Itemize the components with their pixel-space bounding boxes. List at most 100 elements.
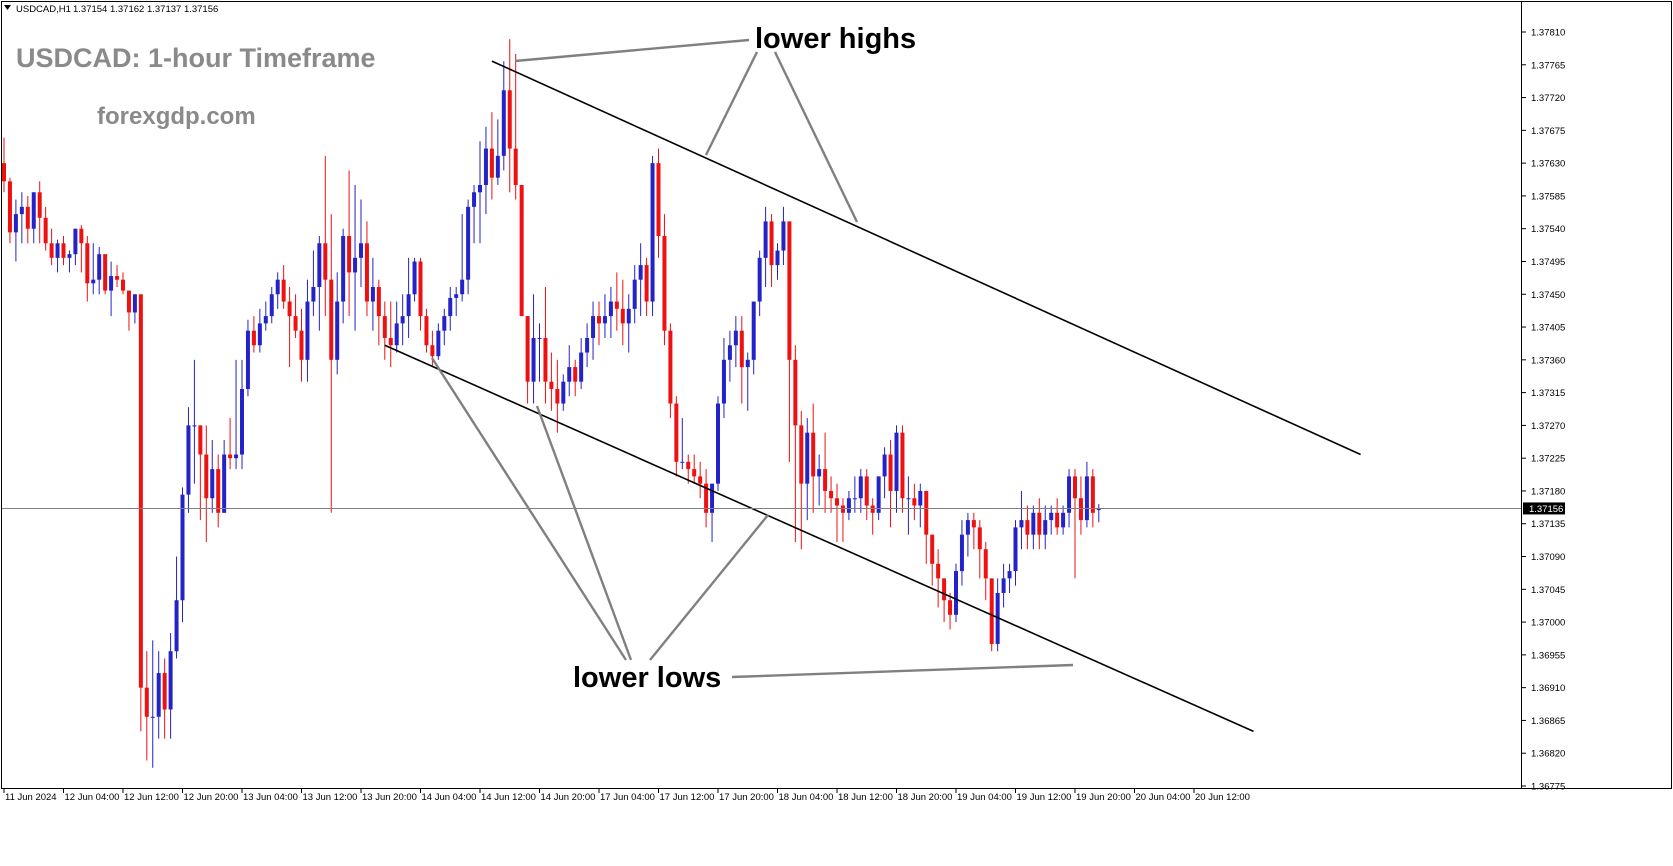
candle-body: [418, 261, 423, 317]
time-tick-label: 17 Jun 12:00: [660, 792, 715, 803]
candle-body: [1061, 512, 1066, 528]
candle-body: [192, 425, 197, 427]
candle-body: [733, 330, 738, 346]
price-tick-label: 1.37765: [1531, 60, 1565, 71]
candle-body: [85, 243, 90, 284]
candle-body: [168, 651, 173, 710]
time-tick-label: 14 Jun 12:00: [481, 792, 536, 803]
candle-body: [823, 469, 828, 491]
candle-body: [7, 181, 12, 233]
candle-body: [216, 469, 221, 513]
candle-body: [1049, 512, 1054, 521]
time-tick-label: 19 Jun 20:00: [1076, 792, 1131, 803]
price-tick-label: 1.36775: [1531, 782, 1565, 793]
candle-body: [989, 578, 994, 644]
lower-lows-label: lower lows: [573, 662, 721, 694]
time-tick-label: 14 Jun 04:00: [422, 792, 477, 803]
price-tick-label: 1.37585: [1531, 191, 1565, 202]
lower-channel-line: [384, 344, 1254, 733]
candle-body: [983, 549, 988, 579]
time-tick-label: 18 Jun 12:00: [838, 792, 893, 803]
candle-body: [335, 301, 340, 360]
candle-body: [448, 297, 453, 317]
price-tick-label: 1.37135: [1531, 519, 1565, 530]
candle-body: [126, 290, 131, 313]
time-tick-label: 19 Jun 12:00: [1017, 792, 1072, 803]
candle-body: [43, 217, 48, 244]
current-price-tag: [1523, 502, 1565, 515]
price-tick-label: 1.37315: [1531, 388, 1565, 399]
time-tick-label: 19 Jun 04:00: [957, 792, 1012, 803]
candles: [2, 39, 1101, 768]
candle-body: [472, 192, 477, 207]
candle-body: [394, 323, 399, 346]
candle-body: [489, 148, 494, 178]
candle-body: [1073, 476, 1077, 499]
candle-body: [1001, 578, 1006, 593]
candle-body: [531, 337, 536, 382]
candle-body: [591, 316, 596, 338]
candle-body: [769, 221, 774, 266]
candle-body: [299, 330, 304, 360]
time-tick-label: 12 Jun 20:00: [184, 792, 239, 803]
candle-body: [1019, 520, 1024, 528]
candle-body: [317, 243, 322, 287]
candle-body: [388, 337, 393, 346]
candle-body: [912, 498, 917, 506]
time-tick-label: 13 Jun 20:00: [362, 792, 417, 803]
price-tick-label: 1.36820: [1531, 749, 1565, 760]
candle-body: [852, 498, 857, 500]
candle-body: [900, 432, 905, 499]
price-tick-label: 1.37045: [1531, 585, 1565, 596]
lower-highs-label: lower highs: [755, 23, 916, 55]
candle-body: [1055, 512, 1060, 528]
candle-body: [698, 476, 703, 484]
candle-body: [870, 505, 875, 513]
candle-body: [251, 330, 256, 346]
candle-body: [156, 673, 161, 717]
current-price-label: 1.37156: [1529, 504, 1563, 515]
candle-body: [650, 163, 655, 302]
candle-body: [959, 534, 964, 572]
time-tick-label: 13 Jun 04:00: [243, 792, 298, 803]
candle-body: [716, 403, 720, 484]
candle-body: [971, 520, 976, 528]
candle-body: [739, 330, 744, 368]
candle-body: [91, 279, 96, 284]
candle-body: [186, 425, 191, 495]
candle-body: [55, 243, 60, 258]
candle-body: [287, 301, 292, 317]
time-tick-label: 13 Jun 12:00: [303, 792, 358, 803]
candle-body: [817, 469, 822, 477]
candle-body: [406, 294, 411, 317]
candle-body: [162, 673, 167, 710]
candle-body: [561, 381, 566, 404]
candle-body: [1013, 527, 1018, 572]
candle-body: [144, 687, 149, 717]
candle-body: [1037, 512, 1042, 535]
candle-body: [549, 381, 554, 389]
pointer-line: [731, 663, 1074, 679]
price-tick-label: 1.37495: [1531, 257, 1565, 268]
candle-body: [501, 90, 506, 156]
candle-body: [19, 206, 24, 215]
price-tick-label: 1.37675: [1531, 126, 1565, 137]
candle-body: [763, 221, 768, 258]
candle-body: [805, 432, 810, 484]
candle-body: [210, 469, 215, 499]
candle-body: [614, 301, 619, 309]
dropdown-triangle-icon: [4, 5, 11, 10]
candle-body: [597, 316, 601, 324]
candle-body: [311, 286, 316, 302]
candle-body: [632, 279, 637, 309]
price-tick-label: 1.37090: [1531, 552, 1565, 563]
price-tick-label: 1.37630: [1531, 159, 1565, 170]
candle-body: [37, 192, 42, 218]
price-axis: 1.37810 1.37765 1.37720 1.37675 1.37630 1.375…: [1521, 28, 1565, 793]
candle-body: [281, 279, 286, 302]
candle-body: [799, 425, 804, 484]
candle-body: [793, 359, 798, 426]
candle-body: [906, 498, 911, 500]
candle-body: [353, 257, 358, 273]
